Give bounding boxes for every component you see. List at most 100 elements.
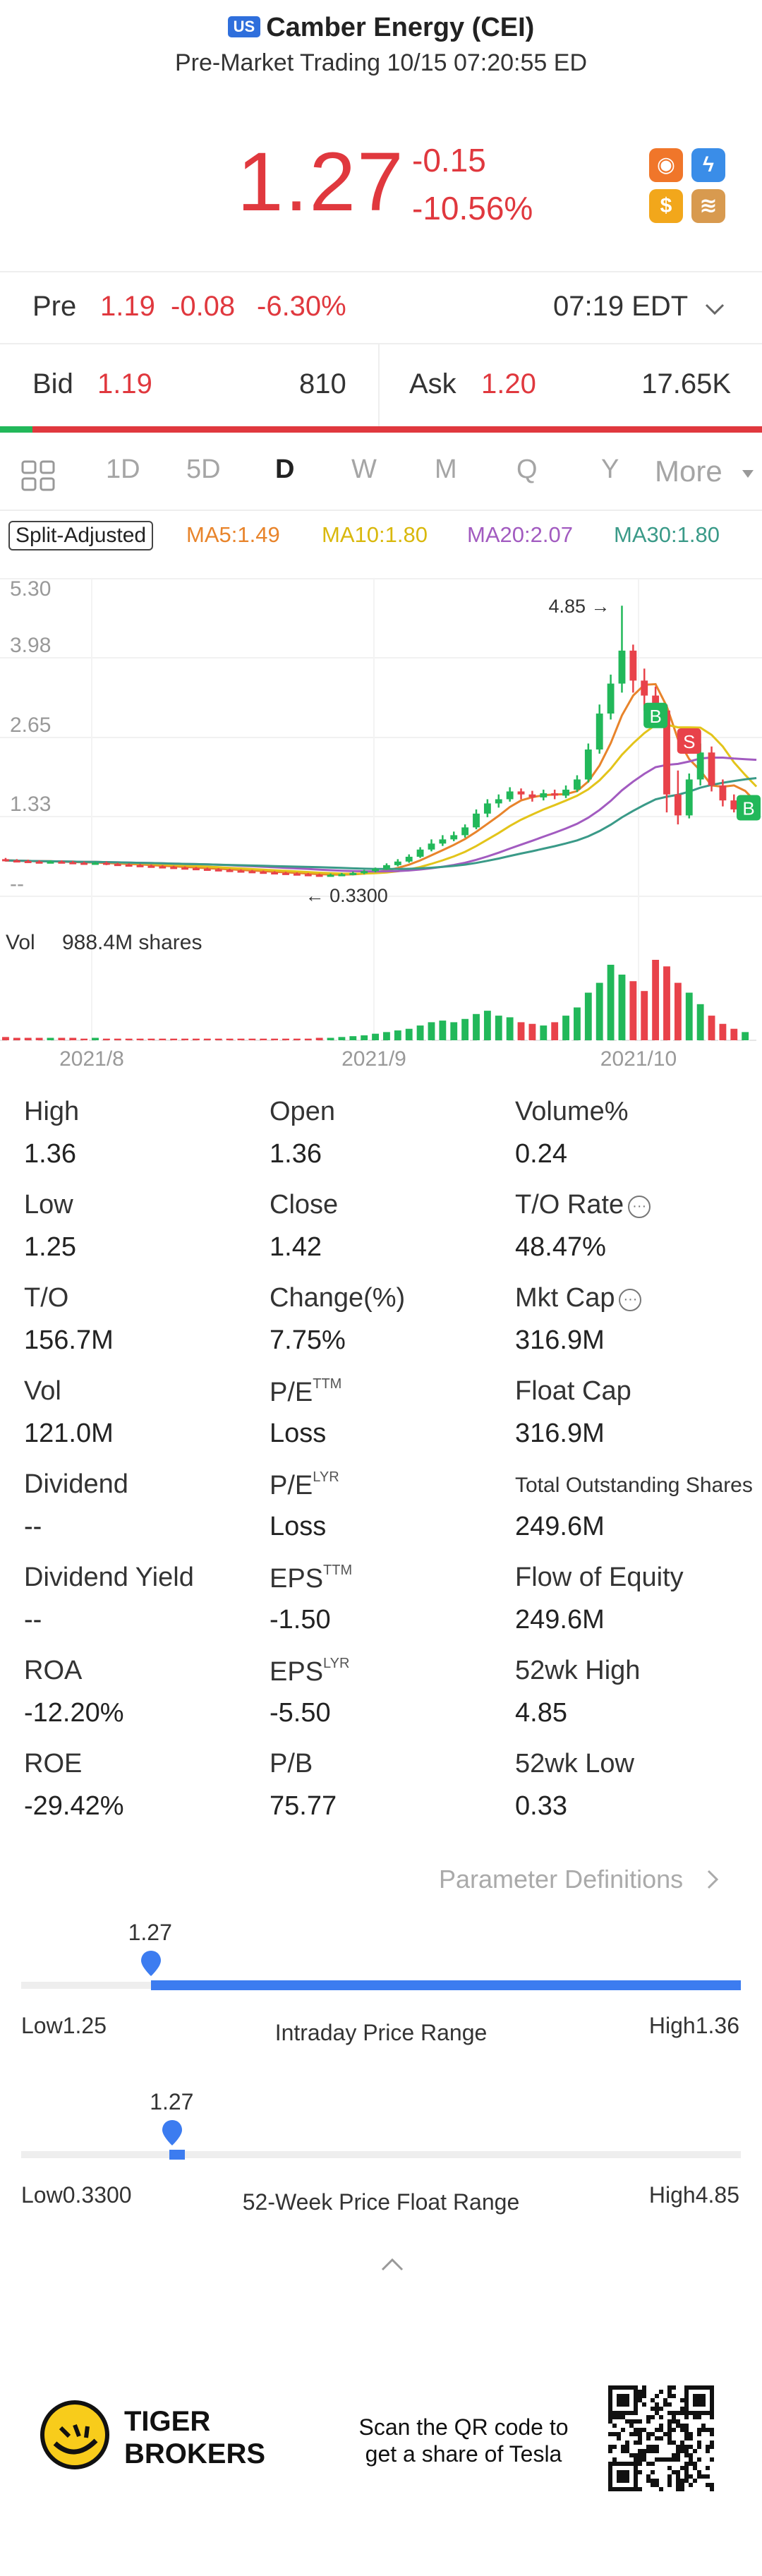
volume-bar bbox=[13, 1037, 20, 1040]
parameter-definitions-link[interactable]: Parameter Definitions bbox=[439, 1865, 684, 1894]
tab-1d[interactable]: 1D bbox=[106, 455, 140, 484]
qr-module bbox=[689, 2432, 693, 2436]
y-tick-label: 3.98 bbox=[10, 634, 51, 657]
qr-module bbox=[676, 2419, 680, 2424]
tab-more[interactable]: More bbox=[655, 455, 722, 488]
tab-w[interactable]: W bbox=[351, 455, 377, 484]
stock-title: US Camber Energy (CEI) bbox=[0, 13, 762, 43]
qr-module bbox=[634, 2402, 638, 2407]
split-adjusted-toggle[interactable]: Split-Adjusted bbox=[8, 521, 154, 550]
qr-code-icon[interactable] bbox=[608, 2385, 714, 2491]
price-change-percent: -10.56% bbox=[412, 190, 533, 227]
qr-module bbox=[625, 2440, 629, 2445]
candle-body bbox=[248, 871, 256, 874]
qr-module bbox=[655, 2449, 659, 2453]
qr-module bbox=[710, 2407, 714, 2411]
volume-bar bbox=[394, 1030, 401, 1040]
qr-module bbox=[710, 2411, 714, 2415]
info-icon[interactable]: ··· bbox=[628, 1196, 651, 1218]
candle-body bbox=[495, 799, 502, 804]
info-icon[interactable]: ··· bbox=[619, 1289, 642, 1311]
tab-d[interactable]: D bbox=[275, 455, 295, 484]
qr-module bbox=[638, 2436, 642, 2440]
candle-body bbox=[461, 827, 469, 836]
qr-module bbox=[693, 2449, 697, 2453]
qr-module bbox=[706, 2411, 710, 2415]
candle-body bbox=[114, 864, 121, 867]
qr-module bbox=[608, 2474, 612, 2479]
qr-module bbox=[617, 2385, 621, 2390]
trade-marker bbox=[643, 702, 668, 728]
volume-bar bbox=[641, 991, 648, 1040]
candlestick-chart[interactable]: 5.30 3.98 2.65 1.33 -- 4.85 → ← 0.3300 S B B Vol 98… bbox=[0, 558, 762, 1066]
chevron-down-icon[interactable] bbox=[704, 302, 725, 316]
qr-module bbox=[689, 2457, 693, 2462]
qr-module bbox=[608, 2390, 612, 2394]
qr-module bbox=[672, 2453, 676, 2457]
qr-module bbox=[625, 2445, 629, 2449]
qr-module bbox=[672, 2419, 676, 2424]
qr-module bbox=[651, 2470, 655, 2474]
x-tick-label: 2021/9 bbox=[341, 1047, 406, 1066]
qr-module bbox=[608, 2445, 612, 2449]
stat-label: Open bbox=[270, 1097, 335, 1126]
candle-body bbox=[92, 862, 99, 865]
volume-bar bbox=[327, 1037, 334, 1040]
qr-module bbox=[642, 2394, 646, 2398]
monkey-app-icon[interactable]: ◉ bbox=[649, 148, 683, 182]
tab-q[interactable]: Q bbox=[516, 455, 538, 484]
qr-module bbox=[710, 2428, 714, 2432]
caret-down-icon[interactable] bbox=[741, 469, 755, 480]
qr-module bbox=[689, 2436, 693, 2440]
qr-module bbox=[697, 2394, 701, 2398]
candle-body bbox=[517, 791, 525, 795]
candle-body bbox=[293, 873, 301, 876]
qr-module bbox=[697, 2432, 701, 2436]
pre-market-row[interactable]: Pre 1.19 -0.08 -6.30% 07:19 EDT bbox=[0, 272, 762, 343]
qr-module bbox=[612, 2411, 617, 2415]
qr-module bbox=[676, 2453, 680, 2457]
qr-module bbox=[672, 2470, 676, 2474]
qr-module bbox=[684, 2407, 689, 2411]
tab-m[interactable]: M bbox=[435, 455, 457, 484]
qr-module bbox=[697, 2474, 701, 2479]
qr-module bbox=[710, 2394, 714, 2398]
qr-module bbox=[697, 2457, 701, 2462]
qr-module bbox=[684, 2466, 689, 2470]
qr-module bbox=[680, 2487, 684, 2491]
qr-module bbox=[629, 2411, 634, 2415]
qr-module bbox=[663, 2457, 667, 2462]
candle-body bbox=[315, 874, 323, 877]
volume-bar bbox=[607, 964, 615, 1040]
qr-module bbox=[659, 2457, 663, 2462]
qr-module bbox=[651, 2432, 655, 2436]
stat-label: ROE bbox=[24, 1749, 83, 1778]
qr-module bbox=[710, 2457, 714, 2462]
chevron-right-icon[interactable] bbox=[706, 1869, 720, 1890]
lightning-app-icon[interactable]: ϟ bbox=[691, 148, 725, 182]
candle-body bbox=[685, 779, 693, 816]
qr-module bbox=[612, 2487, 617, 2491]
qr-module bbox=[638, 2419, 642, 2424]
qr-module bbox=[612, 2432, 617, 2436]
bid-size: 810 bbox=[299, 368, 346, 399]
y-tick-label: 2.65 bbox=[10, 714, 51, 737]
qr-module bbox=[684, 2390, 689, 2394]
volume-label: Vol bbox=[6, 931, 35, 954]
qr-module bbox=[676, 2487, 680, 2491]
qr-module bbox=[663, 2432, 667, 2436]
chevron-up-icon[interactable] bbox=[380, 2256, 405, 2273]
week52-high: High4.85 bbox=[648, 2182, 739, 2208]
tab-y[interactable]: Y bbox=[601, 455, 619, 484]
stat-value: 1.36 bbox=[270, 1139, 322, 1169]
dollar-app-icon[interactable]: $ bbox=[649, 189, 683, 223]
volume-bar bbox=[495, 1016, 502, 1040]
volume-value: 988.4M shares bbox=[62, 931, 202, 954]
stat-value: 4.85 bbox=[515, 1698, 567, 1728]
qr-module bbox=[684, 2402, 689, 2407]
qr-module bbox=[608, 2470, 612, 2474]
tab-5d[interactable]: 5D bbox=[186, 455, 221, 484]
stack-app-icon[interactable]: ≋ bbox=[691, 189, 725, 223]
grid-layout-icon[interactable] bbox=[21, 460, 56, 491]
pre-label: Pre bbox=[32, 291, 77, 322]
